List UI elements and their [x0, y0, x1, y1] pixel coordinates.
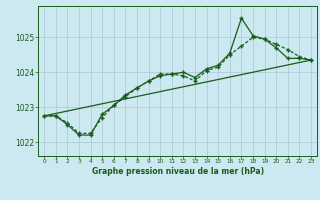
X-axis label: Graphe pression niveau de la mer (hPa): Graphe pression niveau de la mer (hPa)	[92, 167, 264, 176]
